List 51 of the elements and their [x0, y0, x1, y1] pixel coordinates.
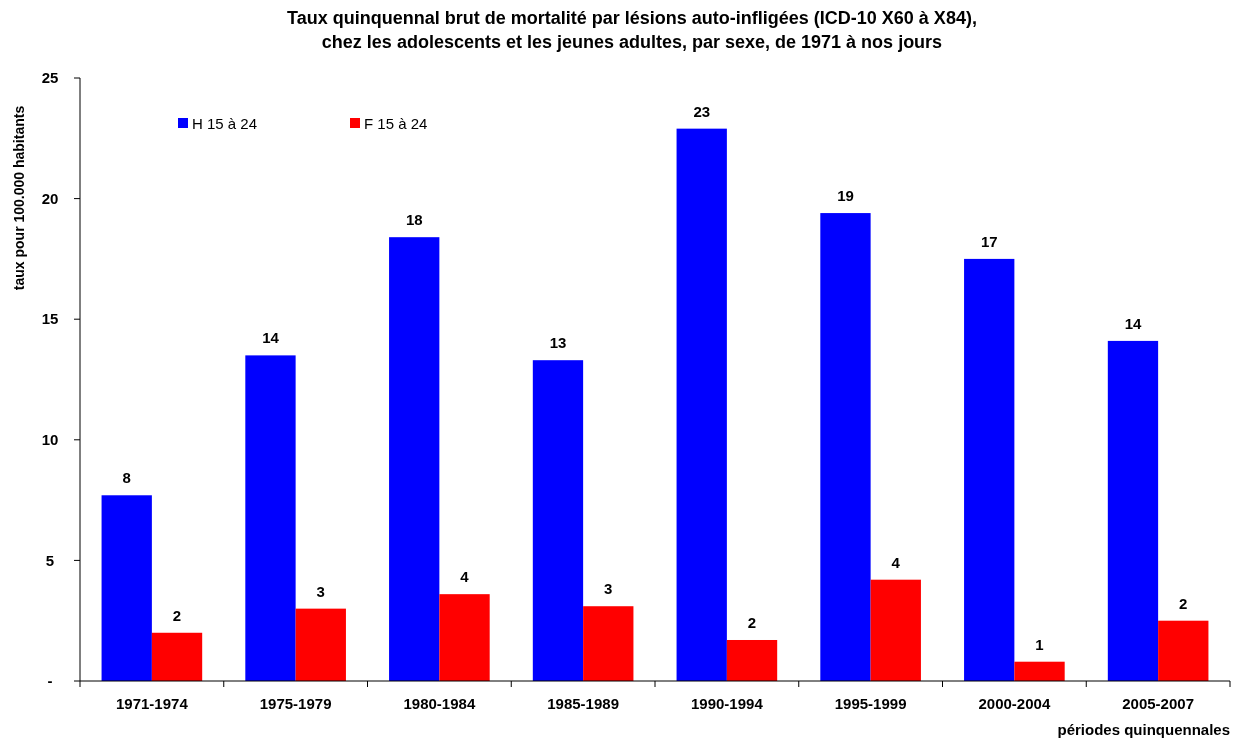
data-label: 3 [604, 580, 613, 598]
data-label: 13 [549, 334, 567, 352]
bar [389, 237, 440, 681]
data-label: 2 [747, 614, 757, 631]
data-label: 14 [1124, 314, 1142, 332]
data-label: 1 [1035, 635, 1044, 653]
data-label: 18 [405, 211, 423, 229]
y-axis-title: taux pour 100.000 habitants [11, 105, 27, 291]
bar [101, 495, 152, 681]
data-label: 4 [460, 568, 470, 586]
legend-label: H 15 à 24 [192, 115, 258, 133]
bar [151, 632, 203, 681]
y-tick-label: 10 [41, 431, 59, 449]
y-tick-label: 25 [41, 69, 59, 87]
bar [1014, 661, 1065, 681]
x-tick-label: 1980-1984 [403, 695, 476, 712]
x-tick-label: 1985-1989 [547, 695, 619, 712]
x-tick-label: 2000-2004 [978, 695, 1051, 712]
data-label: 14 [262, 329, 280, 347]
bar [583, 606, 634, 681]
x-tick-label: 1995-1999 [834, 695, 907, 712]
bar [295, 608, 346, 681]
y-tick-label: 15 [41, 310, 59, 328]
bar [870, 579, 921, 681]
bar [964, 258, 1015, 681]
chart-title: Taux quinquennal brut de mortalité par lésions auto-infligées (ICD-10 X60 à X84), chez les adolescents et les jeunes adultes, par sexe, de 1971 à nos jours [287, 8, 977, 52]
bar [820, 213, 871, 681]
data-label: 8 [122, 469, 131, 487]
bar [245, 355, 296, 681]
bar [676, 128, 727, 681]
data-label: 2 [172, 606, 182, 624]
y-tick-label: 20 [41, 189, 59, 207]
bar [1107, 340, 1159, 681]
x-tick-label: 2005-2007 [1122, 695, 1194, 712]
x-axis-title: périodes quinquennales [1057, 721, 1230, 738]
x-tick-label: 1975-1979 [259, 695, 332, 712]
data-label: 3 [316, 582, 325, 600]
legend-label: F 15 à 24 [364, 115, 428, 133]
bar [532, 360, 584, 681]
data-label: 17 [980, 232, 998, 250]
y-tick-label: 5 [45, 551, 55, 569]
data-label: 2 [1179, 594, 1188, 612]
y-tick-label: - [47, 672, 53, 690]
x-tick-label: 1990-1994 [691, 695, 764, 712]
bar [439, 594, 490, 681]
bar [726, 640, 778, 681]
x-tick-label: 1971-1974 [116, 695, 189, 712]
data-label: 4 [891, 553, 901, 571]
data-label: 19 [837, 187, 854, 205]
data-label: 23 [693, 102, 711, 120]
bar [1158, 620, 1209, 681]
